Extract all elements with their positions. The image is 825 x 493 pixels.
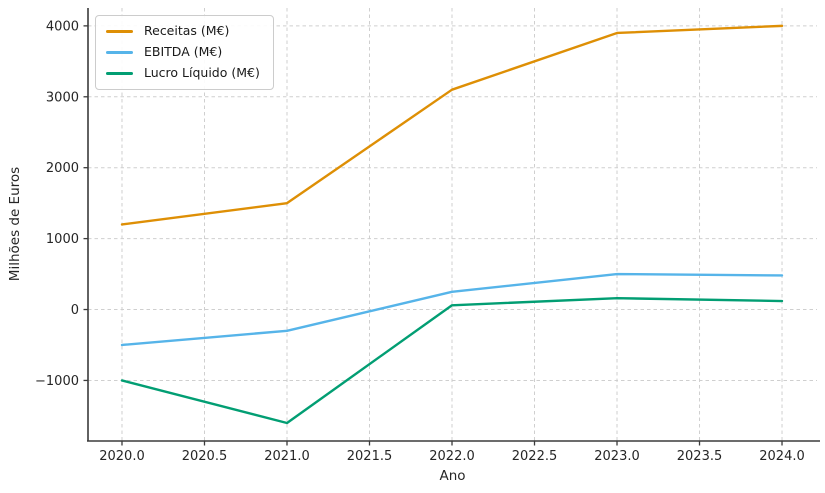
series-line-receitas-m xyxy=(120,24,784,226)
legend-label-ebitda: EBITDA (M€) xyxy=(144,44,223,60)
legend-item-lucro-liquido: Lucro Líquido (M€) xyxy=(106,66,260,81)
x-tick-label: 2023.0 xyxy=(594,449,640,464)
legend-line-swatch-receitas xyxy=(106,30,133,33)
legend-item-receitas: Receitas (M€) xyxy=(106,24,260,39)
x-tick-label: 2021.0 xyxy=(264,449,310,464)
x-tick-label: 2024.0 xyxy=(759,449,805,464)
legend-line-swatch-ebitda xyxy=(106,51,133,54)
y-tick-label: 2000 xyxy=(46,161,79,176)
series-line-ebitda-m xyxy=(120,272,784,347)
y-tick-label: 0 xyxy=(71,303,79,318)
x-tick-label: 2020.0 xyxy=(99,449,145,464)
x-tick-label: 2023.5 xyxy=(677,449,723,464)
y-tick-label: −1000 xyxy=(35,374,79,389)
x-tick-label: 2021.5 xyxy=(347,449,393,464)
x-tick-label: 2020.5 xyxy=(182,449,228,464)
x-tick-label: 2022.0 xyxy=(429,449,475,464)
legend-label-lucro-liquido: Lucro Líquido (M€) xyxy=(144,65,260,81)
x-axis-label: Ano xyxy=(439,468,466,484)
legend-item-ebitda: EBITDA (M€) xyxy=(106,45,260,60)
y-tick-label: 3000 xyxy=(46,90,79,105)
series-line-lucro-li-quido-m xyxy=(120,296,784,425)
legend-line-swatch-lucro-liquido xyxy=(106,72,133,75)
legend-label-receitas: Receitas (M€) xyxy=(144,23,230,39)
x-tick-label: 2022.5 xyxy=(512,449,558,464)
y-axis-label: Milhões de Euros xyxy=(7,166,23,282)
y-tick-label: 1000 xyxy=(46,232,79,247)
legend: Receitas (M€) EBITDA (M€) Lucro Líquido … xyxy=(95,15,274,90)
y-tick-label: 4000 xyxy=(46,19,79,34)
